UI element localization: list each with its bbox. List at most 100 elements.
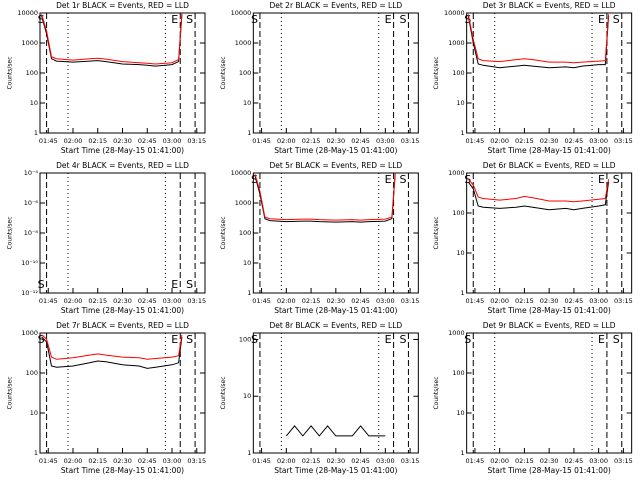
y-tick-label: 1 (247, 129, 251, 137)
x-tick-label: 03:15 (614, 137, 633, 145)
y-tick-label: 1 (34, 129, 38, 137)
x-tick-label: 02:30 (113, 457, 132, 465)
x-axis-label: Start Time (28-May-15 01:41:00) (488, 146, 611, 155)
y-axis-label: Counts/sec (7, 56, 14, 89)
x-axis-label: Start Time (28-May-15 01:41:00) (61, 146, 184, 155)
y-tick-label: 1 (461, 449, 465, 457)
y-tick-label: 10000 (231, 9, 252, 17)
x-tick-label: 02:00 (277, 137, 296, 145)
x-tick-label: 01:45 (466, 137, 485, 145)
marker-label: E (171, 278, 178, 291)
marker-label: S (399, 333, 406, 346)
marker-label: S (613, 13, 620, 26)
x-tick-label: 01:45 (466, 457, 485, 465)
x-tick-label: 03:15 (187, 457, 206, 465)
x-tick-label: 03:15 (401, 137, 420, 145)
x-tick-label: 03:00 (589, 457, 608, 465)
y-tick-label: 10⁻¹⁰ (21, 259, 38, 267)
x-tick-label: 02:00 (277, 457, 296, 465)
series-line (467, 181, 610, 211)
y-tick-label: 1000 (235, 199, 252, 207)
x-tick-label: 01:45 (39, 137, 58, 145)
x-tick-label: 03:00 (163, 137, 182, 145)
marker-label: E (598, 173, 605, 186)
x-tick-label: 02:45 (351, 297, 370, 305)
y-tick-label: 10⁻⁶ (24, 199, 39, 207)
marker-label: S (464, 333, 471, 346)
marker-label: S (464, 173, 471, 186)
marker-label: S (38, 333, 45, 346)
y-tick-label: 1000 (21, 329, 38, 337)
y-tick-label: 10 (243, 99, 251, 107)
x-tick-label: 03:00 (163, 297, 182, 305)
x-axis-label: Start Time (28-May-15 01:41:00) (274, 146, 397, 155)
x-tick-label: 03:00 (376, 457, 395, 465)
y-tick-label: 100 (239, 69, 251, 77)
y-tick-label: 100 (452, 209, 464, 217)
marker-label: S (399, 173, 406, 186)
x-tick-label: 01:45 (39, 297, 58, 305)
x-tick-label: 01:45 (252, 297, 271, 305)
y-axis-label: Counts/sec (433, 376, 440, 409)
x-tick-label: 02:00 (277, 297, 296, 305)
x-axis-label: Start Time (28-May-15 01:41:00) (61, 306, 184, 315)
x-tick-label: 02:45 (351, 137, 370, 145)
x-tick-label: 02:30 (540, 297, 559, 305)
x-tick-label: 02:15 (302, 457, 321, 465)
y-tick-label: 10⁻⁴ (24, 169, 39, 177)
x-tick-label: 02:45 (565, 137, 584, 145)
marker-label: S (186, 13, 193, 26)
x-tick-label: 02:45 (565, 297, 584, 305)
marker-label: S (38, 13, 45, 26)
x-tick-label: 02:00 (490, 457, 509, 465)
x-tick-label: 03:15 (187, 137, 206, 145)
x-tick-label: 03:00 (376, 137, 395, 145)
y-tick-label: 1 (461, 289, 465, 297)
series-line (41, 14, 183, 67)
y-axis-label: Counts/sec (433, 56, 440, 89)
y-axis-label: Counts/sec (433, 216, 440, 249)
marker-label: S (613, 333, 620, 346)
marker-label: S (186, 333, 193, 346)
marker-label: E (171, 13, 178, 26)
x-tick-label: 03:15 (187, 297, 206, 305)
x-tick-label: 02:30 (326, 137, 345, 145)
y-tick-label: 1000 (21, 39, 38, 47)
y-tick-label: 10 (243, 259, 251, 267)
x-tick-label: 01:45 (39, 457, 58, 465)
x-tick-label: 02:00 (64, 297, 83, 305)
panel-title: Det 1r BLACK = Events, RED = LLD (56, 1, 189, 10)
y-axis-label: Counts/sec (220, 56, 227, 89)
x-tick-label: 02:30 (326, 457, 345, 465)
x-tick-label: 02:45 (138, 297, 157, 305)
x-tick-label: 02:00 (490, 297, 509, 305)
marker-label: S (186, 278, 193, 291)
x-tick-label: 02:00 (64, 457, 83, 465)
panel-title: Det 3r BLACK = Events, RED = LLD (483, 1, 616, 10)
y-tick-label: 10 (30, 409, 38, 417)
y-tick-label: 1000 (448, 169, 465, 177)
y-axis-label: Counts/sec (220, 216, 227, 249)
x-tick-label: 03:00 (163, 457, 182, 465)
y-tick-label: 1 (247, 289, 251, 297)
series-line (41, 12, 183, 65)
x-tick-label: 02:15 (88, 457, 107, 465)
x-tick-label: 02:30 (113, 297, 132, 305)
series-line (467, 15, 610, 69)
x-axis-label: Start Time (28-May-15 01:41:00) (61, 466, 184, 475)
panel-title: Det 4r BLACK = Events, RED = LLD (56, 161, 189, 170)
x-tick-label: 03:15 (614, 457, 633, 465)
series-line (254, 174, 396, 223)
y-tick-label: 100 (26, 369, 38, 377)
marker-label: S (464, 13, 471, 26)
x-tick-label: 02:15 (302, 297, 321, 305)
marker-label: S (38, 278, 45, 291)
series-line (41, 334, 183, 360)
x-tick-label: 02:15 (302, 137, 321, 145)
y-tick-label: 100 (26, 69, 38, 77)
marker-label: S (251, 13, 258, 26)
y-tick-label: 100 (452, 69, 464, 77)
x-tick-label: 02:45 (138, 457, 157, 465)
marker-label: E (385, 13, 392, 26)
y-tick-label: 100 (239, 335, 251, 343)
